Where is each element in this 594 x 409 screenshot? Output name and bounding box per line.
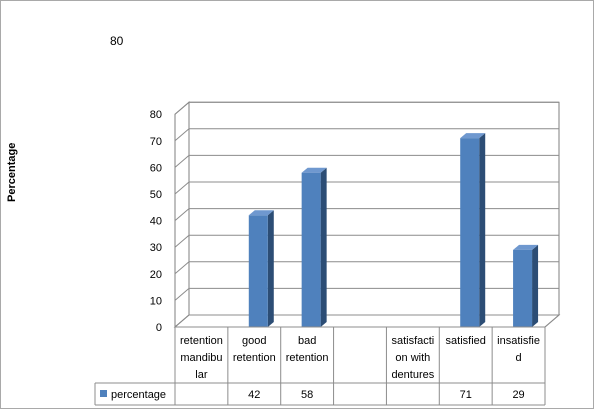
bar-side [320,167,327,327]
y-tick-label: 30 [150,242,162,254]
gridline [174,128,559,142]
bar [248,215,268,327]
y-tick-label: 10 [150,295,162,307]
bar-top [513,244,539,250]
gridline [174,314,559,328]
x-category-label: mandibu [180,352,222,364]
x-category-label: dentures [391,369,434,381]
x-category-label: lar [195,369,208,381]
x-category-label: good [242,335,266,347]
gridline [174,261,559,275]
y-tick-label: 50 [150,189,162,201]
bar-side [532,244,539,327]
corner-value-label: 80 [110,34,124,48]
x-category-label: retention [180,335,223,347]
gridline [174,101,559,115]
bar-side [479,133,486,327]
floor-edge [544,314,560,328]
y-tick-label: 60 [150,162,162,174]
bar-top [248,210,274,216]
gridline [174,154,559,168]
gridline [174,234,559,248]
data-table-value: 71 [460,389,472,401]
y-tick-label: 80 [150,109,162,121]
x-category-label: retention [233,352,276,364]
gridline [174,181,559,195]
legend-series-name: percentage [111,389,166,401]
floor [173,314,561,328]
bar [513,249,533,327]
data-table-value: 42 [248,389,260,401]
bar [301,172,321,327]
bar-top [460,133,486,139]
x-category-label: retention [286,352,329,364]
x-category-label: d [516,352,522,364]
y-tick-label: 0 [156,322,162,334]
gridline [174,208,559,221]
x-category-label: satisfied [446,335,486,347]
x-category-label: insatisfie [497,335,540,347]
bar-side [267,210,274,327]
bar-top [301,167,327,173]
y-tick-label: 20 [150,269,162,281]
y-tick-label: 40 [150,216,162,228]
gridline [174,287,559,301]
x-category-label: satisfacti [391,335,434,347]
legend-swatch [100,390,107,397]
data-table-value: 58 [301,389,313,401]
x-category-label: bad [298,335,316,347]
data-table-value: 29 [512,389,524,401]
bar [460,138,480,327]
y-tick-label: 70 [150,136,162,148]
x-category-label: on with [395,352,430,364]
